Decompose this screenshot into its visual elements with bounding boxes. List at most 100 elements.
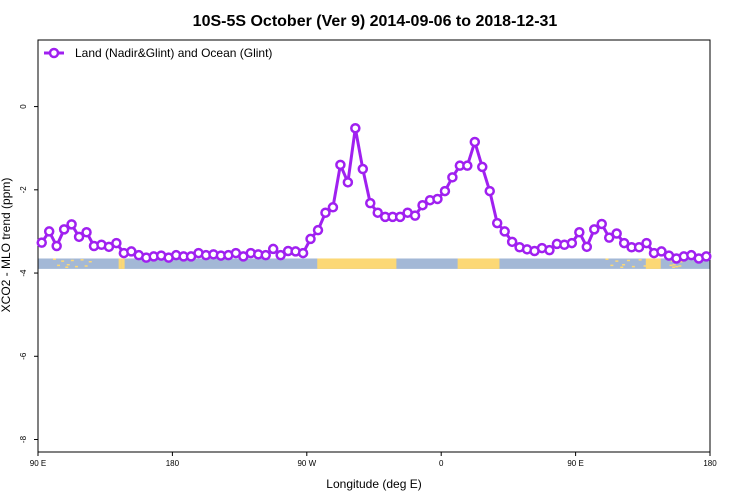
legend-marker-swatch (48, 47, 60, 59)
data-point (484, 185, 495, 197)
data-point (462, 160, 473, 171)
data-point (499, 226, 510, 237)
island-mark (605, 258, 609, 260)
data-point (544, 244, 555, 256)
x-axis-ticks: 90 E 180 90 W 0 90 E 180 (30, 452, 717, 468)
data-point (305, 233, 316, 245)
x-tick-label: 0 (439, 459, 444, 468)
land-segment (645, 258, 661, 269)
y-axis-label: XCO2 - MLO trend (ppm) (0, 178, 13, 313)
island-mark (675, 265, 679, 268)
x-tick-label: 180 (166, 459, 180, 468)
data-point (36, 237, 47, 248)
data-point (417, 199, 428, 211)
data-point (275, 249, 286, 261)
island-mark (57, 264, 61, 267)
data-point (641, 237, 652, 249)
data-point (506, 236, 518, 248)
x-axis-label: Longitude (deg E) (326, 477, 421, 491)
island-mark (80, 259, 84, 261)
data-point (267, 243, 279, 255)
y-axis-ticks: 0 -2 -4 -6 -8 (19, 104, 38, 443)
data-point (581, 241, 593, 253)
island-mark (620, 266, 624, 268)
land-segment (457, 258, 500, 269)
data-point (73, 231, 85, 243)
y-tick-label: -2 (19, 186, 28, 194)
chart-title: 10S-5S October (Ver 9) 2014-09-06 to 201… (193, 13, 558, 30)
island-mark (643, 265, 647, 267)
data-point (603, 232, 615, 243)
y-tick-label: 0 (19, 104, 28, 109)
data-point (51, 240, 62, 252)
island-mark (669, 264, 673, 267)
data-point (260, 249, 271, 261)
data-point (656, 246, 667, 257)
island-mark (648, 260, 652, 263)
data-point (312, 224, 324, 236)
series-group (36, 122, 712, 264)
data-point (596, 218, 607, 230)
data-point (372, 207, 383, 218)
data-point (589, 224, 600, 235)
island-mark (615, 260, 619, 262)
data-point (297, 247, 309, 259)
data-point (81, 227, 92, 238)
island-mark (610, 264, 614, 267)
data-point (43, 226, 55, 237)
data-point (477, 161, 488, 173)
y-tick-label: -8 (19, 435, 28, 443)
island-mark (631, 265, 635, 268)
island-mark (74, 265, 78, 268)
x-tick-label: 90 W (297, 459, 316, 468)
data-point (335, 159, 346, 171)
data-point (439, 185, 451, 197)
data-point (66, 219, 77, 230)
data-point (365, 197, 376, 209)
x-tick-label: 90 E (567, 459, 583, 468)
legend-label: Land (Nadir&Glint) and Ocean (Glint) (75, 46, 272, 60)
data-point (350, 122, 361, 134)
island-mark (678, 265, 682, 267)
island-mark (88, 260, 92, 263)
data-point (633, 241, 645, 253)
island-mark (672, 266, 676, 268)
island-mark (65, 266, 69, 268)
plot-frame (37, 39, 711, 453)
island-mark (679, 260, 683, 263)
y-tick-label: -6 (19, 352, 28, 360)
data-point (469, 136, 481, 148)
land-segment (317, 258, 397, 269)
data-point (394, 211, 406, 223)
data-point (566, 237, 578, 249)
data-point (111, 237, 122, 249)
data-point (357, 163, 369, 175)
island-mark (672, 263, 676, 266)
island-mark (84, 265, 88, 267)
x-tick-label: 90 E (30, 459, 46, 468)
island-mark (638, 259, 642, 261)
land-segment (118, 258, 122, 269)
data-point (491, 217, 503, 229)
y-tick-label: -4 (19, 269, 28, 277)
island-mark (61, 260, 65, 262)
island-mark (70, 259, 74, 262)
data-point (432, 193, 443, 205)
legend: Land (Nadir&Glint) and Ocean (Glint) (44, 46, 272, 60)
data-point (574, 227, 585, 238)
data-point (342, 177, 354, 188)
land-segment (121, 258, 125, 269)
data-point (327, 202, 339, 213)
data-point (618, 237, 630, 249)
x-tick-label: 180 (703, 459, 717, 468)
data-point (409, 210, 421, 221)
island-mark (626, 259, 630, 262)
data-point (611, 228, 622, 239)
data-point (320, 207, 331, 218)
data-point (58, 224, 70, 235)
data-point (701, 251, 712, 262)
island-mark (622, 263, 626, 266)
data-point (447, 172, 458, 183)
island-mark (52, 258, 56, 260)
